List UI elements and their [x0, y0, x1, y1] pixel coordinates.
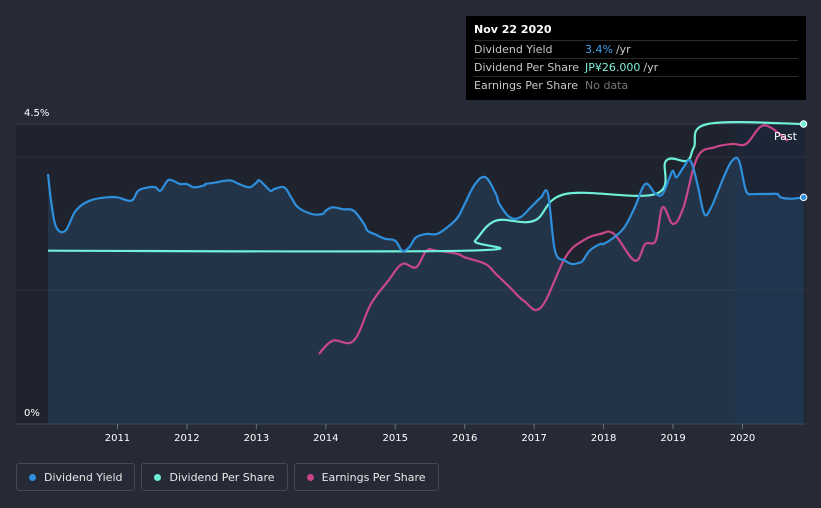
series-lines-layer [46, 120, 808, 355]
legend-label: Earnings Per Share [321, 470, 426, 484]
y-tick-label-zero: 0% [24, 408, 40, 419]
legend-item-earnings-per-share[interactable]: Earnings Per Share [293, 463, 439, 491]
tooltip-value: 3.4% [585, 43, 613, 56]
earnings-per-share-line [318, 124, 789, 355]
tooltip-value: JP¥26.000 [585, 61, 641, 74]
tooltip-unit: /yr [643, 61, 659, 74]
tooltip-label: Earnings Per Share [474, 79, 579, 92]
legend-dot-icon [29, 473, 36, 481]
legend: Dividend Yield Dividend Per Share Earnin… [16, 463, 439, 491]
y-tick-label-max: 4.5% [24, 108, 49, 119]
past-region-highlight [735, 124, 805, 424]
x-ticks-layer: 2011 2012 2013 2014 2015 2016 2017 2018 2019 2020 [105, 424, 755, 444]
x-tick-label: 2014 [313, 433, 338, 444]
tooltip-value: No data [585, 79, 629, 92]
legend-dot-icon [306, 473, 314, 481]
dividend-yield-area-layer [48, 157, 804, 424]
past-label: Past [774, 130, 798, 143]
tooltip-row-earnings-per-share: Earnings Per Share No data [474, 76, 798, 94]
legend-label: Dividend Per Share [169, 470, 275, 484]
x-tick-label: 2019 [660, 433, 685, 444]
tooltip-row-dividend-yield: Dividend Yield 3.4% /yr [474, 40, 798, 58]
tooltip-label: Dividend Per Share [474, 61, 580, 74]
x-tick-label: 2015 [383, 433, 408, 444]
tooltip-row-dividend-per-share: Dividend Per Share JP¥26.000 /yr [474, 58, 798, 76]
dividend-yield-line [46, 156, 804, 266]
x-tick-label: 2018 [591, 433, 616, 444]
legend-item-dividend-yield[interactable]: Dividend Yield [16, 463, 136, 491]
x-tick-label: 2013 [244, 433, 269, 444]
x-tick-label: 2020 [730, 433, 755, 444]
x-tick-label: 2012 [174, 433, 199, 444]
dividend-per-share-end-marker [799, 120, 808, 128]
dividend-yield-area [48, 157, 804, 424]
x-tick-label: 2017 [521, 433, 546, 444]
tooltip-date: Nov 22 2020 [474, 23, 552, 36]
tooltip-panel: Nov 22 2020 Dividend Yield 3.4% /yr Divi… [466, 16, 806, 100]
legend-dot-icon [154, 473, 162, 481]
x-tick-label: 2016 [452, 433, 477, 444]
dividend-yield-end-marker [799, 193, 808, 202]
tooltip-label: Dividend Yield [474, 43, 553, 56]
x-tick-label: 2011 [105, 433, 130, 444]
dividend-per-share-line [47, 121, 804, 253]
tooltip-unit: /yr [615, 43, 631, 56]
legend-item-dividend-per-share[interactable]: Dividend Per Share [141, 463, 288, 491]
legend-label: Dividend Yield [44, 470, 123, 484]
